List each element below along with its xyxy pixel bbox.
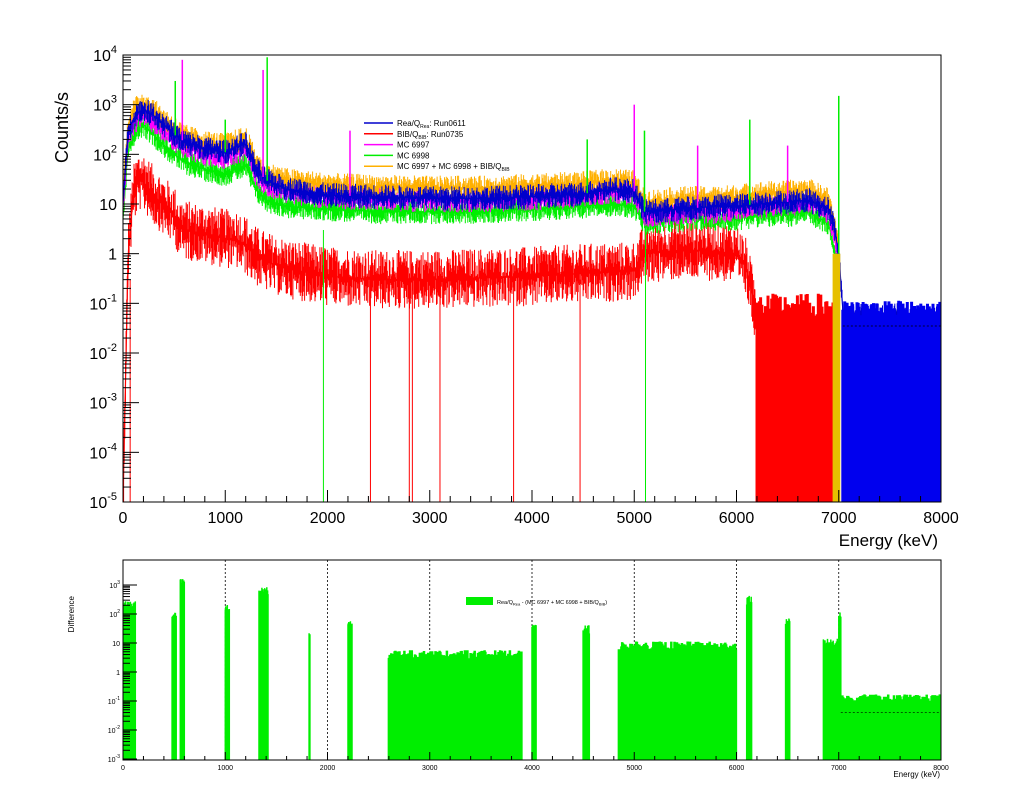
bottom-y-axis-label: Difference	[67, 595, 76, 632]
diff-cluster-15	[839, 694, 941, 760]
sum-edge	[832, 253, 841, 502]
rea-high-energy-block	[841, 300, 941, 502]
diff-cluster-8	[531, 624, 537, 760]
bottom-x-tick-label: 4000	[524, 765, 540, 772]
legend-label-0: Rea/QRea: Run0611	[397, 119, 466, 130]
top-x-axis: 0 1000 2000 3000 4000 5000 6000 7000 8000	[119, 490, 959, 527]
bottom-panel: 0 1000 2000 3000 4000 5000 6000 7000 8000 103 102…	[67, 559, 949, 779]
bottom-y-tick-label: 1	[116, 670, 120, 677]
legend-label-4: MC 6997 + MC 6998 + BIB/QBIB	[397, 162, 510, 173]
bottom-x-tick-label: 5000	[626, 765, 642, 772]
diff-cluster-13	[822, 638, 840, 760]
bottom-y-tick-label: 10-3	[108, 754, 120, 764]
bottom-x-tick-label: 3000	[422, 765, 438, 772]
top-x-tick-label: 0	[119, 510, 128, 527]
diff-cluster-10	[617, 641, 738, 760]
bottom-y-tick-label: 102	[109, 609, 120, 619]
diff-cluster-12	[784, 618, 791, 760]
series-rea-line	[123, 108, 941, 324]
bottom-x-tick-label: 2000	[320, 765, 336, 772]
bottom-x-tick-label: 0	[121, 765, 125, 772]
top-y-tick-label: 10-4	[89, 441, 117, 462]
bottom-x-tick-label: 8000	[933, 765, 949, 772]
diff-cluster-14	[838, 612, 842, 760]
diff-cluster-3	[224, 605, 231, 760]
top-x-tick-label: 5000	[616, 510, 652, 527]
top-y-tick-label: 10-5	[89, 491, 117, 512]
top-y-tick-label: 10-2	[89, 342, 117, 363]
bottom-y-tick-label: 10-1	[108, 696, 120, 706]
bottom-y-tick-label: 10-2	[108, 725, 120, 735]
top-y-tick-label: 104	[93, 44, 117, 65]
bottom-y-tick-label: 10	[112, 641, 120, 648]
diff-cluster-11	[745, 595, 753, 760]
bottom-x-tick-label: 1000	[217, 765, 233, 772]
bib-high-energy-block	[755, 293, 836, 502]
legend-label-3: MC 6998	[397, 151, 430, 160]
top-plot-area	[123, 57, 941, 502]
series-bib-line	[123, 179, 758, 502]
top-y-tick-label: 103	[93, 94, 117, 115]
top-x-axis-label: Energy (keV)	[839, 531, 938, 550]
top-x-tick-label: 3000	[412, 510, 448, 527]
top-y-tick-label: 102	[93, 143, 117, 164]
top-y-axis-label: Counts/s	[52, 92, 72, 163]
top-x-tick-label: 4000	[514, 510, 550, 527]
diff-cluster-5	[308, 633, 311, 760]
top-x-tick-label: 2000	[310, 510, 346, 527]
top-panel: 0 1000 2000 3000 4000 5000 6000 7000 8000 104 103…	[52, 44, 959, 550]
top-y-tick-label: 10-1	[89, 292, 117, 313]
top-y-tick-label: 10-3	[89, 392, 117, 413]
bottom-x-axis: 0 1000 2000 3000 4000 5000 6000 7000 8000	[121, 752, 949, 772]
legend-label-1: BIB/QBIB: Run0735	[397, 130, 464, 141]
top-x-tick-label: 8000	[923, 510, 959, 527]
diff-cluster-4	[258, 587, 269, 760]
bottom-legend-swatch	[466, 597, 493, 605]
top-x-tick-label: 6000	[719, 510, 755, 527]
diff-cluster-6	[347, 621, 353, 760]
bottom-x-tick-label: 6000	[729, 765, 745, 772]
bottom-y-tick-label: 103	[109, 580, 120, 590]
bottom-x-axis-label: Energy (keV)	[893, 770, 940, 779]
diff-cluster-9	[582, 625, 591, 760]
diff-cluster-7	[387, 650, 523, 760]
bottom-legend-label: Rea/QRea - (MC 6997 + MC 6998 + BIB/QBIB…	[497, 600, 607, 607]
series-bib	[123, 158, 758, 502]
bottom-plot-area	[123, 579, 941, 760]
legend-label-2: MC 6997	[397, 141, 430, 150]
bottom-x-tick-label: 7000	[831, 765, 847, 772]
top-y-tick-label: 10	[99, 197, 117, 214]
top-x-tick-label: 1000	[207, 510, 243, 527]
bottom-legend: Rea/QRea - (MC 6997 + MC 6998 + BIB/QBIB…	[466, 597, 607, 607]
top-y-tick-label: 1	[108, 247, 117, 264]
top-x-tick-label: 7000	[821, 510, 857, 527]
diff-cluster-2	[179, 579, 186, 760]
diff-cluster-1	[171, 612, 177, 760]
